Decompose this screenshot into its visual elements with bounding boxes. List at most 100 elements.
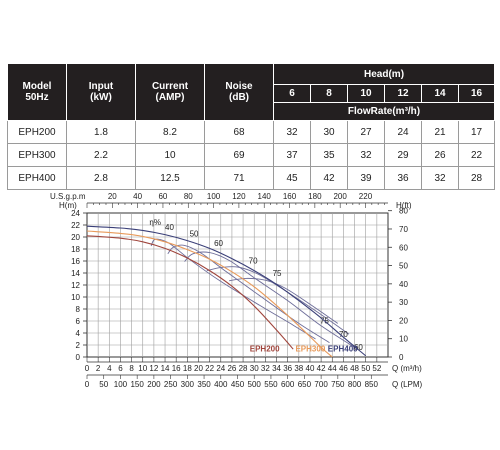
efficiency-curve-50-1 [167,244,330,343]
efficiency-label: 60 [214,239,223,248]
efficiency-curve-60-2 [184,251,355,348]
x-m3h-tick-label: 34 [272,364,281,373]
top-axis-tick-label: 40 [133,192,142,201]
x-lpm-tick-label: 750 [331,380,345,389]
x-m3h-tick-label: 38 [294,364,303,373]
y-m-tick-label: 12 [71,281,80,290]
y-ft-axis-label: H(ft) [396,201,412,210]
y-m-tick-label: 10 [71,293,80,302]
series-label-eph200: EPH200 [250,345,280,354]
table-cell: 29 [384,143,422,167]
y-ft-tick-label: 10 [399,335,408,344]
table-cell: 32 [273,120,311,144]
table-cell: 36 [384,166,422,190]
table-cell: 45 [273,166,311,190]
y-m-tick-label: 20 [71,233,80,242]
efficiency-symbol-label: η% [149,218,161,227]
top-axis-tick-label: 160 [283,192,297,201]
y-ft-tick-label: 80 [399,207,408,216]
x-lpm-tick-label: 850 [365,380,379,389]
series-line-eph400 [86,225,367,357]
x-m3h-tick-label: 40 [306,364,315,373]
table-cell: 42 [310,166,348,190]
x-lpm-tick-label: 250 [164,380,178,389]
x-m3h-tick-label: 8 [129,364,134,373]
y-ft-tick-label: 50 [399,262,408,271]
top-axis-tick-label: 20 [108,192,117,201]
flowrate-header: FlowRate(m³/h) [272,102,496,121]
y-m-tick-label: 24 [71,209,80,218]
y-m-axis-label: H(m) [59,201,77,210]
x-m3h-tick-label: 46 [339,364,348,373]
x-lpm-tick-label: 700 [314,380,328,389]
y-ft-tick-label: 60 [399,243,408,252]
model-cell: EPH300 [7,143,67,167]
series-line-eph300 [86,230,333,358]
efficiency-curve-70-3 [206,266,350,335]
table-cell: 30 [310,120,348,144]
x-lpm-tick-label: 350 [197,380,211,389]
top-axis-tick-label: 220 [359,192,373,201]
col-noise-header: Noise (dB) [204,63,274,121]
x-m3h-tick-label: 4 [107,364,112,373]
model-cell: EPH400 [7,166,67,190]
series-line-eph200 [86,235,294,350]
y-m-tick-label: 2 [76,341,81,350]
head-value-6: 6 [273,84,311,103]
x-m3h-tick-label: 30 [250,364,259,373]
x-lpm-tick-label: 150 [130,380,144,389]
x-lpm-tick-label: 500 [248,380,262,389]
table-cell: 2.8 [66,166,136,190]
series-label-eph400: EPH400 [328,345,358,354]
col-current-header: Current (AMP) [135,63,205,121]
x-lpm-tick-label: 550 [264,380,278,389]
table-cell: 68 [204,120,274,144]
x-m3h-tick-label: 32 [261,364,270,373]
table-cell: 17 [457,120,496,144]
table-cell: 28 [457,166,496,190]
table-cell: 37 [273,143,311,167]
y-ft-tick-label: 70 [399,225,408,234]
col-model-header: Model 50Hz [7,63,67,121]
x-lpm-tick-label: 100 [114,380,128,389]
table-cell: 32 [421,166,459,190]
y-ft-tick-label: 0 [399,353,404,362]
table-cell: 2.2 [66,143,136,167]
top-axis-tick-label: 80 [184,192,193,201]
head-value-12: 12 [384,84,422,103]
efficiency-label: 40 [165,223,174,232]
top-axis-tick-label: 140 [258,192,272,201]
x-lpm-tick-label: 300 [181,380,195,389]
x-m3h-tick-label: 10 [138,364,147,373]
x-m3h-tick-label: 26 [227,364,236,373]
head-value-8: 8 [310,84,348,103]
x-m3h-tick-label: 50 [361,364,370,373]
head-value-14: 14 [421,84,459,103]
x-lpm-tick-label: 450 [231,380,245,389]
top-axis-tick-label: 60 [158,192,167,201]
x-m3h-tick-label: 16 [172,364,181,373]
table-row: EPH300 2.2 10 69 37 35 32 29 26 22 [7,143,496,167]
y-m-tick-label: 18 [71,245,80,254]
top-axis-tick-label: 100 [207,192,221,201]
y-m-tick-label: 22 [71,221,80,230]
series-label-eph300: EPH300 [295,345,325,354]
x-lpm-tick-label: 600 [281,380,295,389]
x-m3h-axis-label: Q (m³/h) [392,364,422,373]
y-m-tick-label: 6 [76,317,81,326]
x-m3h-tick-label: 20 [194,364,203,373]
table-cell: 22 [457,143,496,167]
x-m3h-tick-label: 52 [372,364,381,373]
x-lpm-tick-label: 50 [99,380,108,389]
x-m3h-tick-label: 28 [239,364,248,373]
table-row: EPH200 1.8 8.2 68 32 30 27 24 21 17 [7,120,496,144]
x-lpm-tick-label: 400 [214,380,228,389]
efficiency-label: 75 [273,269,282,278]
x-m3h-tick-label: 42 [317,364,326,373]
x-lpm-tick-label: 650 [298,380,312,389]
table-cell: 8.2 [135,120,205,144]
x-m3h-tick-label: 14 [161,364,170,373]
table-cell: 12.5 [135,166,205,190]
table-cell: 69 [204,143,274,167]
head-header: Head(m) [272,63,496,85]
